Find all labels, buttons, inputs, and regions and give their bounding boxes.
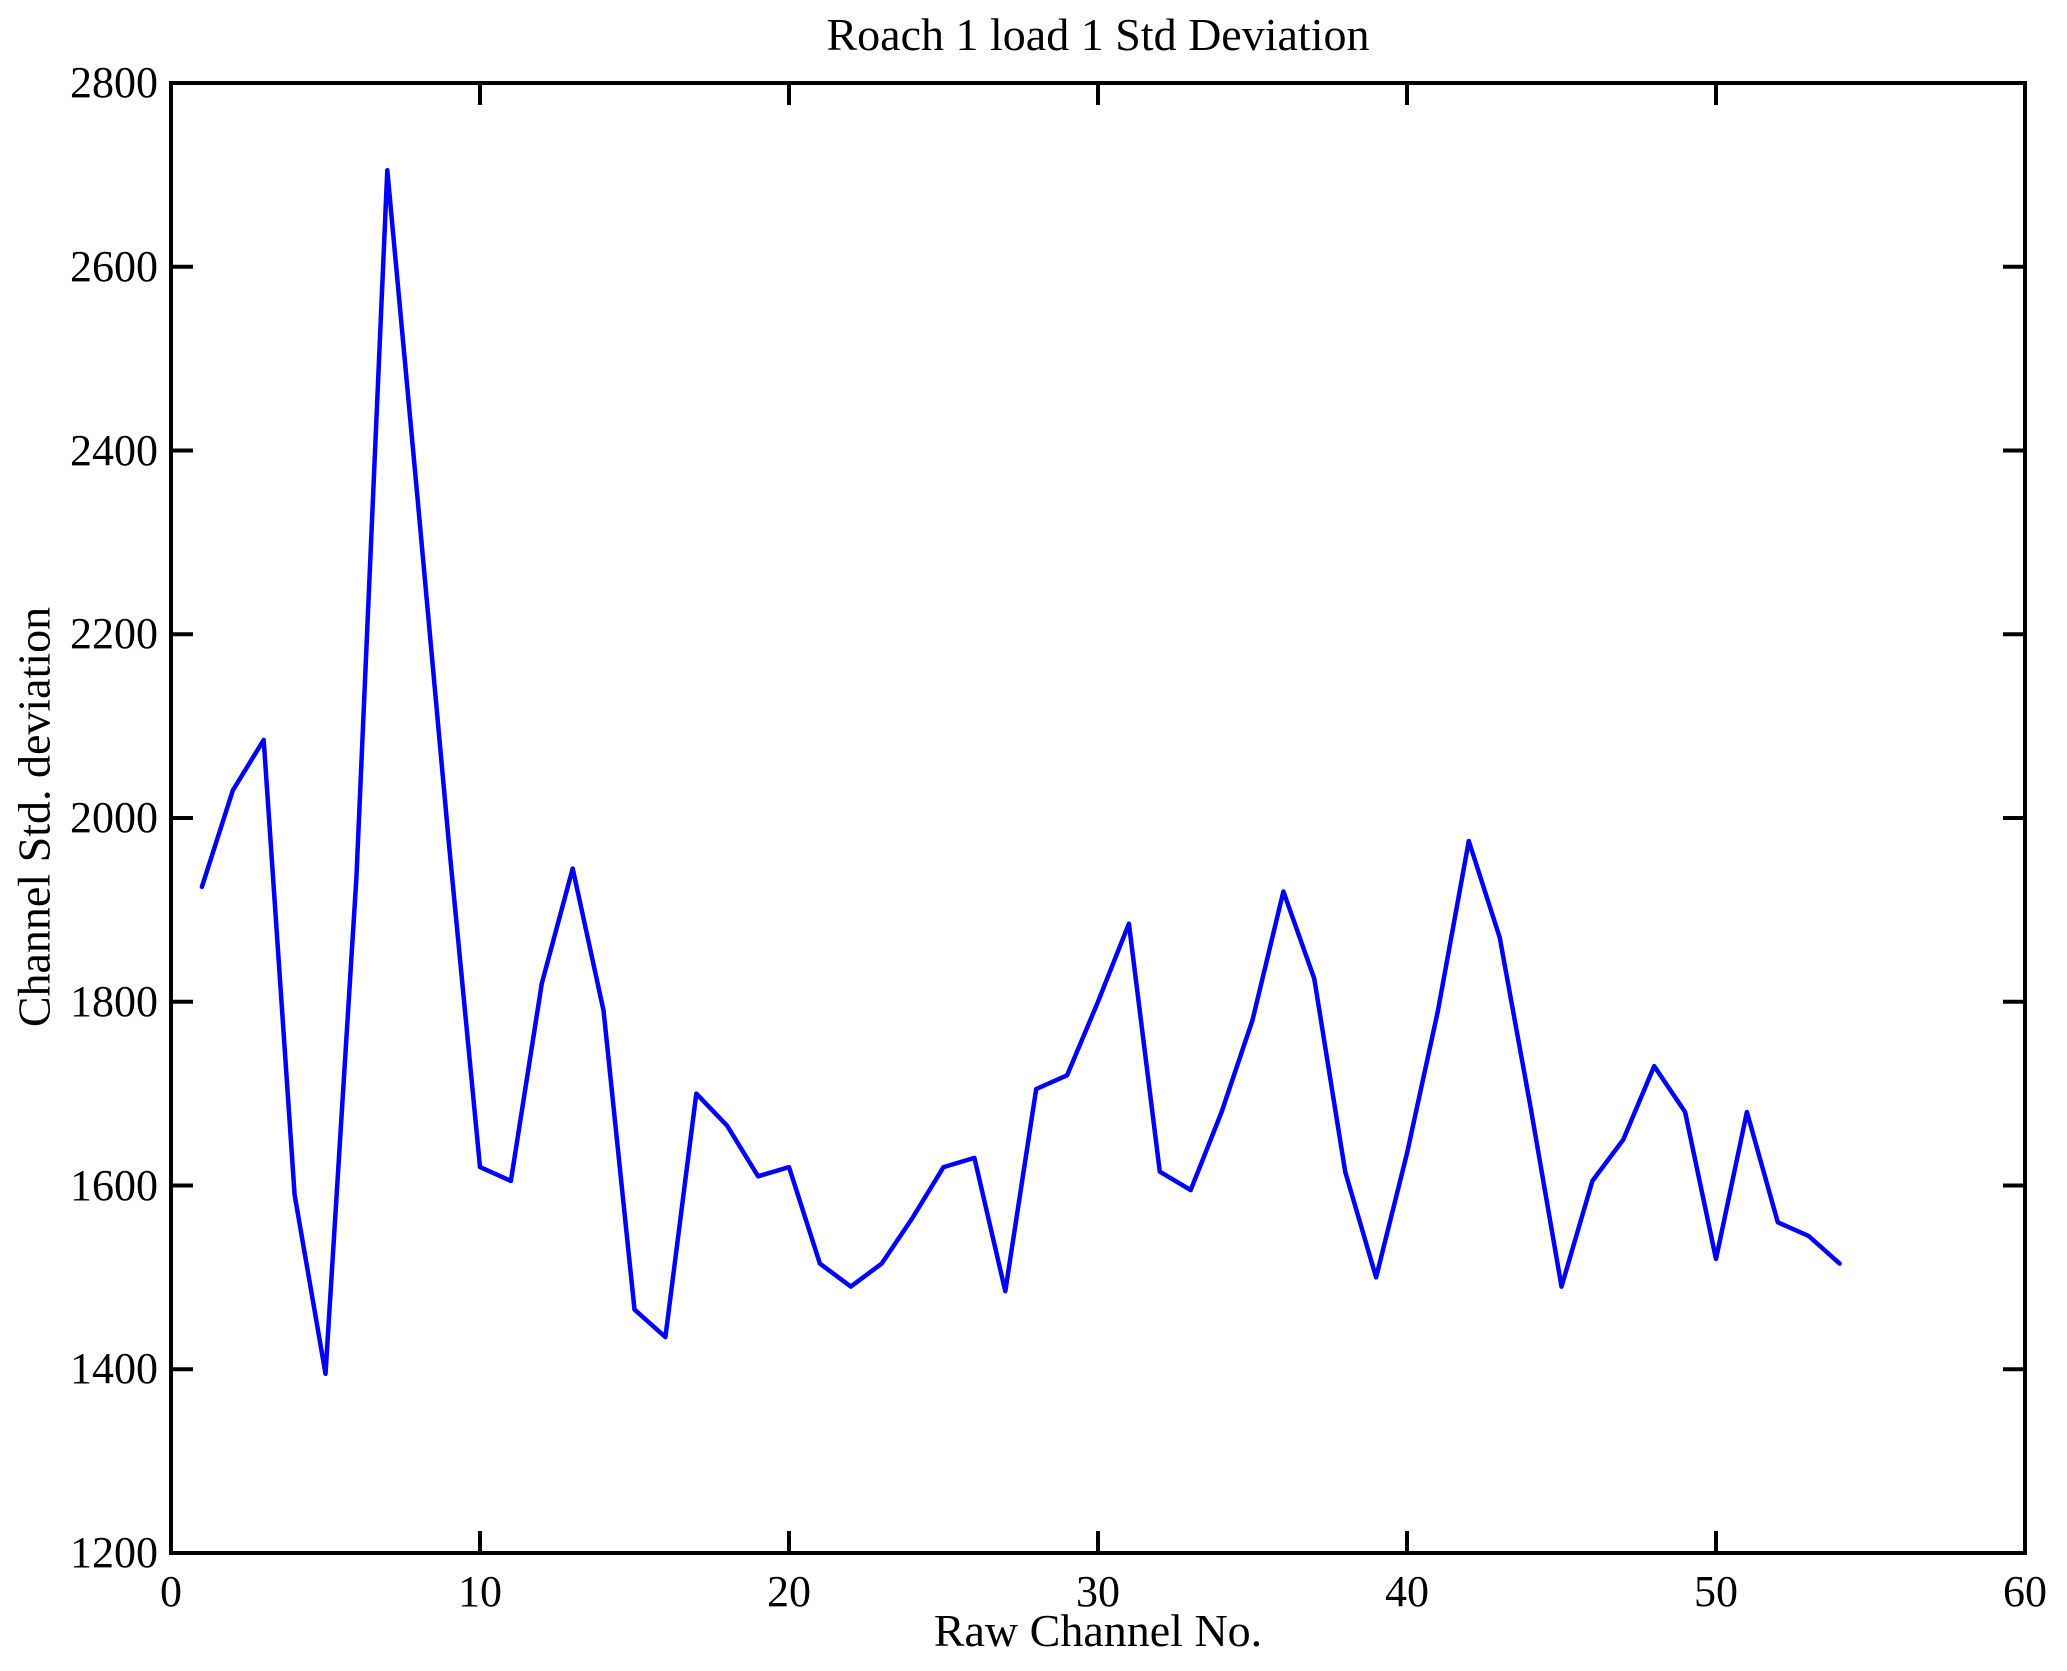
x-tick-label: 60: [2003, 1567, 2047, 1616]
y-tick-label: 2400: [70, 425, 158, 475]
chart-title: Roach 1 load 1 Std Deviation: [826, 9, 1370, 60]
x-tick-label: 50: [1694, 1567, 1738, 1616]
y-tick-label: 1400: [70, 1344, 158, 1394]
data-series-line: [199, 168, 1842, 1377]
y-tick-label: 1200: [70, 1528, 158, 1577]
y-tick-label: 2200: [70, 609, 158, 659]
y-tick-label: 2600: [70, 241, 158, 291]
x-tick-label: 10: [458, 1567, 502, 1616]
y-tick-label: 1600: [70, 1160, 158, 1210]
y-tick-label: 1800: [70, 976, 158, 1026]
plot-box-border: [169, 81, 2027, 1555]
x-tick-label: 20: [767, 1567, 811, 1616]
y-tick-label: 2000: [70, 793, 158, 842]
x-tick-label: 0: [160, 1567, 182, 1616]
x-axis-label: Raw Channel No.: [933, 1605, 1263, 1656]
x-tick-label: 30: [1076, 1567, 1120, 1616]
y-tick-label: 2800: [70, 58, 158, 107]
axis-ticks: [169, 81, 2027, 1555]
x-tick-label: 40: [1385, 1567, 1429, 1616]
